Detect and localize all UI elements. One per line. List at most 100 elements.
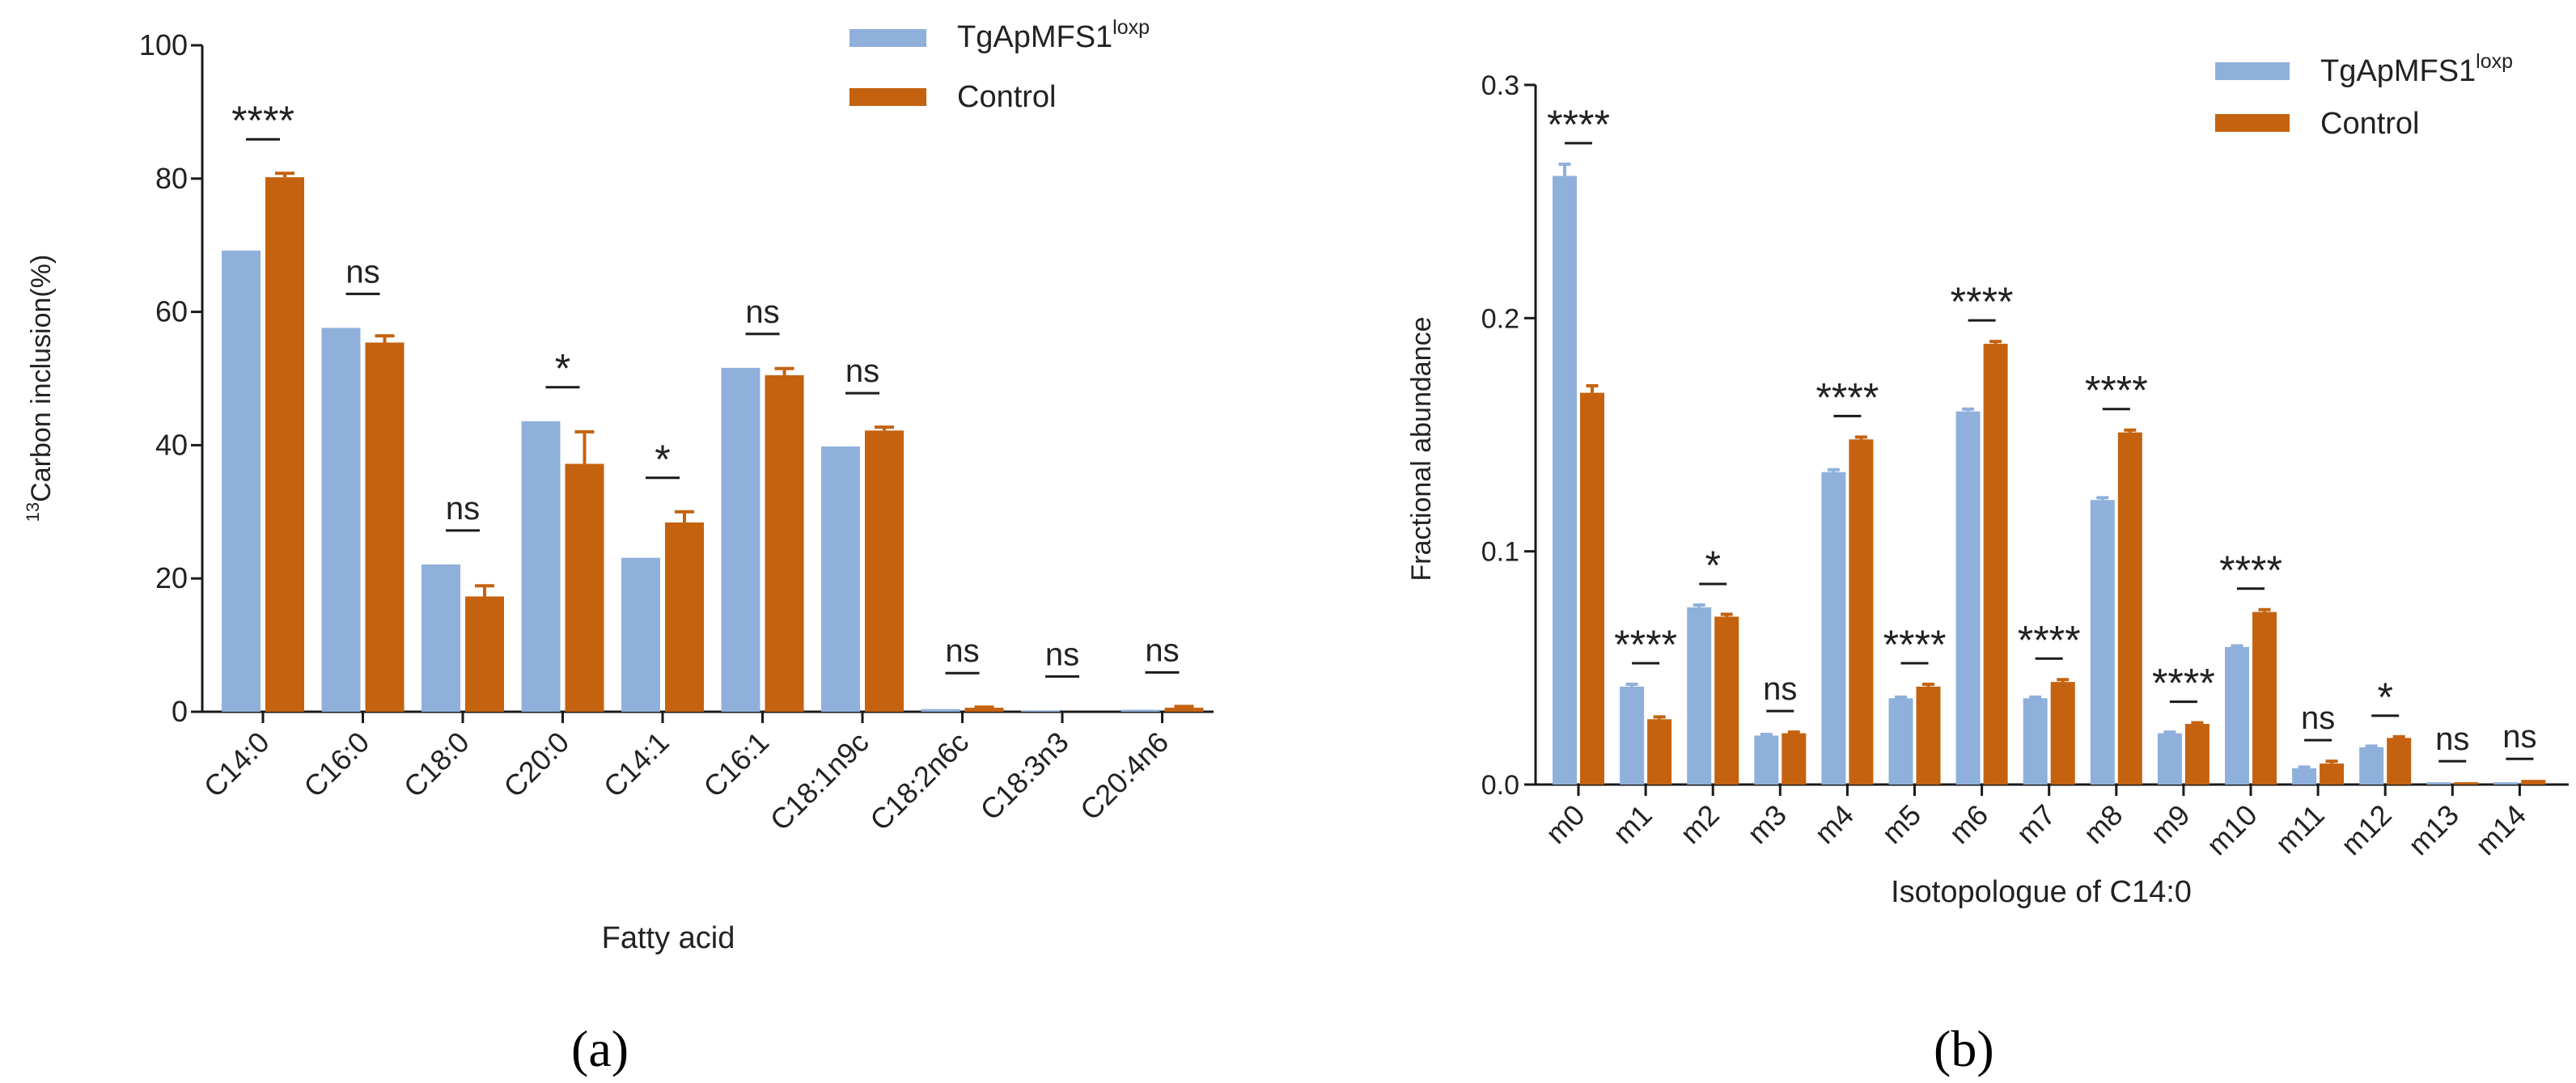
x-tick-label: m3: [1741, 798, 1793, 850]
chart-a-xlabel: Fatty acid: [602, 921, 735, 955]
x-tick-label: m5: [1875, 798, 1927, 850]
x-tick-label: C16:0: [297, 726, 375, 804]
bar-m0-control: [1580, 392, 1604, 785]
bar-C20:0-tgapmfs1: [521, 421, 561, 712]
bar-m3-tgapmfs1: [1754, 735, 1779, 785]
bar-C18:2n6c-tgapmfs1: [921, 709, 960, 712]
significance-label-C14:0: ****: [231, 98, 294, 143]
bar-m5-control: [1916, 686, 1941, 785]
x-tick-label: C18:1n9c: [764, 726, 875, 837]
bar-m11-tgapmfs1: [2292, 768, 2317, 785]
x-tick-label: C18:2n6c: [863, 726, 975, 837]
bar-m13-tgapmfs1: [2426, 782, 2451, 785]
x-tick-label: C18:0: [397, 726, 476, 804]
bar-C18:1n9c-tgapmfs1: [821, 446, 860, 712]
y-tick-label: 0.2: [1481, 303, 1519, 334]
y-tick-label: 100: [139, 28, 188, 61]
x-tick-label: m9: [2144, 798, 2196, 850]
chart-b-xlabel: Isotopologue of C14:0: [1891, 875, 2192, 909]
bar-C18:0-control: [465, 596, 504, 712]
significance-label-m0: ****: [1547, 102, 1610, 147]
x-tick-label: C20:4n6: [1074, 726, 1175, 827]
significance-label-m13: ns: [2435, 721, 2469, 757]
bar-m14-control: [2521, 780, 2546, 785]
x-tick-label: m0: [1539, 798, 1591, 850]
bar-m8-tgapmfs1: [2090, 500, 2115, 785]
significance-label-m4: ****: [1815, 374, 1879, 420]
legend-label-tgapmfs1: TgApMFS1loxp: [2320, 50, 2513, 88]
y-tick-label: 40: [155, 428, 188, 461]
bar-m12-tgapmfs1: [2359, 747, 2384, 785]
bar-m12-control: [2387, 738, 2412, 785]
bar-m5-tgapmfs1: [1888, 698, 1913, 785]
bar-m10-control: [2252, 611, 2277, 785]
y-tick-label: 0: [172, 695, 188, 728]
chart-a-ylabel: 13Carbon inclusion(%): [23, 255, 57, 522]
x-tick-label: m10: [2200, 798, 2264, 862]
chart-panel-a: 0 20 40 60 80 100 C14:0 **** C16:0 ns C18:0 ns C20:0…: [23, 16, 1214, 1077]
bar-m1-tgapmfs1: [1620, 686, 1645, 785]
significance-label-m1: ****: [1614, 622, 1677, 667]
x-tick-label: m11: [2269, 798, 2331, 861]
bar-m0-tgapmfs1: [1553, 176, 1577, 785]
bar-m6-tgapmfs1: [1955, 411, 1981, 785]
significance-label-m6: ****: [1951, 279, 2014, 324]
chart-panel-b: 0.0 0.1 0.2 0.3 m0 **** m1 **** m2 * m3 ns m4 **** m5 *…: [1406, 50, 2569, 1077]
significance-label-C18:0: ns: [446, 491, 480, 527]
bar-C14:1-control: [665, 522, 704, 712]
bar-m7-control: [2050, 682, 2075, 785]
significance-label-C14:1: *: [655, 437, 670, 482]
bar-m13-control: [2454, 782, 2479, 785]
x-tick-label: m7: [2010, 798, 2061, 850]
bar-C18:0-tgapmfs1: [422, 564, 460, 712]
chart-b-marks: 0.0 0.1 0.2 0.3 m0 **** m1 **** m2 * m3 ns m4 **** m5 *…: [1481, 70, 2569, 861]
x-tick-label: m14: [2469, 798, 2533, 862]
significance-label-C20:0: *: [555, 346, 570, 391]
x-tick-label: C14:0: [197, 726, 276, 804]
legend-label-tgapmfs1: TgApMFS1loxp: [957, 16, 1150, 54]
bar-m3-control: [1782, 733, 1807, 785]
bar-m2-control: [1714, 616, 1739, 785]
bar-m6-control: [1983, 344, 2008, 785]
bar-C14:0-tgapmfs1: [222, 250, 261, 712]
y-tick-label: 60: [155, 295, 188, 328]
legend-swatch-control: [2215, 114, 2290, 132]
bar-m9-tgapmfs1: [2157, 733, 2182, 785]
bar-C20:4n6-tgapmfs1: [1121, 709, 1160, 712]
significance-label-C16:0: ns: [345, 254, 379, 290]
bar-m8-control: [2117, 432, 2142, 785]
x-tick-label: m12: [2334, 798, 2398, 862]
x-tick-label: m13: [2401, 798, 2465, 862]
x-tick-label: C14:1: [597, 726, 676, 804]
y-tick-label: 0.1: [1481, 537, 1519, 568]
legend-label-control: Control: [2320, 107, 2420, 141]
significance-label-m12: *: [2377, 675, 2392, 720]
y-tick-label: 0.0: [1481, 770, 1519, 801]
significance-label-m9: ****: [2152, 661, 2215, 706]
legend-label-control: Control: [957, 80, 1057, 114]
x-tick-label: m1: [1606, 798, 1658, 850]
bar-C18:3n3-tgapmfs1: [1021, 710, 1060, 712]
significance-label-C18:2n6c: ns: [945, 633, 979, 669]
bar-m7-tgapmfs1: [2023, 698, 2048, 785]
significance-label-C18:1n9c: ns: [845, 353, 879, 389]
bar-C20:0-control: [565, 463, 604, 712]
significance-label-m2: *: [1705, 543, 1720, 588]
bar-C16:0-control: [365, 342, 405, 712]
legend-swatch-tgapmfs1: [2215, 62, 2290, 80]
panel-label-b: (b): [1934, 1020, 1994, 1077]
bar-C16:1-tgapmfs1: [721, 367, 761, 712]
x-tick-label: C18:3n3: [973, 726, 1074, 827]
significance-label-m3: ns: [1763, 671, 1797, 707]
chart-b-ylabel: Fractional abundance: [1406, 316, 1437, 581]
bar-m4-control: [1849, 439, 1874, 785]
bar-m11-control: [2320, 764, 2345, 785]
significance-label-m11: ns: [2301, 700, 2335, 736]
chart-a-legend: TgApMFS1loxp Control: [849, 16, 1150, 114]
bar-m9-control: [2184, 724, 2210, 785]
significance-label-m5: ****: [1883, 622, 1947, 667]
bar-m2-tgapmfs1: [1687, 607, 1712, 785]
significance-label-C18:3n3: ns: [1045, 637, 1079, 672]
bar-C16:0-tgapmfs1: [321, 328, 361, 712]
